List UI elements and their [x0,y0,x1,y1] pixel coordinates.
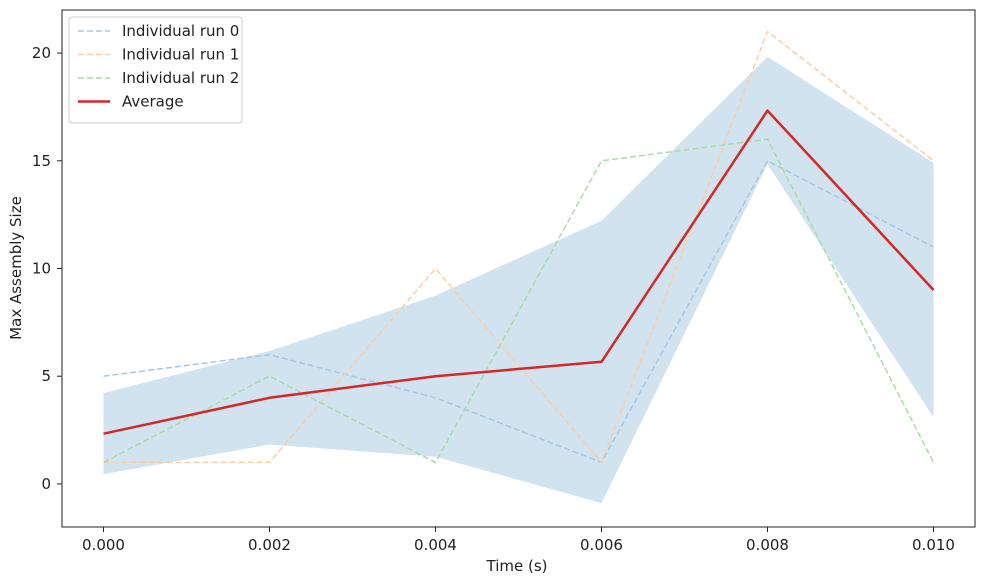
legend-label-2: Individual run 2 [122,69,239,87]
x-tick-label: 0.010 [912,536,955,554]
x-tick-label: 0.002 [248,536,291,554]
series-line-0 [103,160,934,464]
x-tick-label: 0.008 [746,536,789,554]
series-line-1 [103,30,934,464]
series-layer [103,30,935,464]
series-line-3 [103,109,935,435]
x-tick-label: 0.006 [580,536,623,554]
y-tick-label: 10 [32,260,51,278]
series-line-2 [103,138,935,464]
y-axis-label: Max Assembly Size [7,196,25,340]
legend-label-1: Individual run 1 [122,46,239,64]
legend-label-0: Individual run 0 [122,22,239,40]
legend-box [68,16,243,124]
x-tick-label: 0.000 [82,536,125,554]
legend: Individual run 0 Individual run 1 Individu… [68,16,243,124]
legend-label-3: Average [122,93,184,111]
x-tick-label: 0.004 [414,536,457,554]
band-layer [103,56,934,504]
y-tick-label: 5 [41,367,51,385]
y-tick-label: 0 [41,475,51,493]
y-tick-label: 15 [32,152,51,170]
x-axis-label: Time (s) [486,557,548,575]
x-axis: 0.000 0.002 0.004 0.006 0.008 0.010 [82,527,955,554]
y-axis: 0 5 10 15 20 [32,44,62,493]
y-tick-label: 20 [32,44,51,62]
std-band [103,56,934,504]
